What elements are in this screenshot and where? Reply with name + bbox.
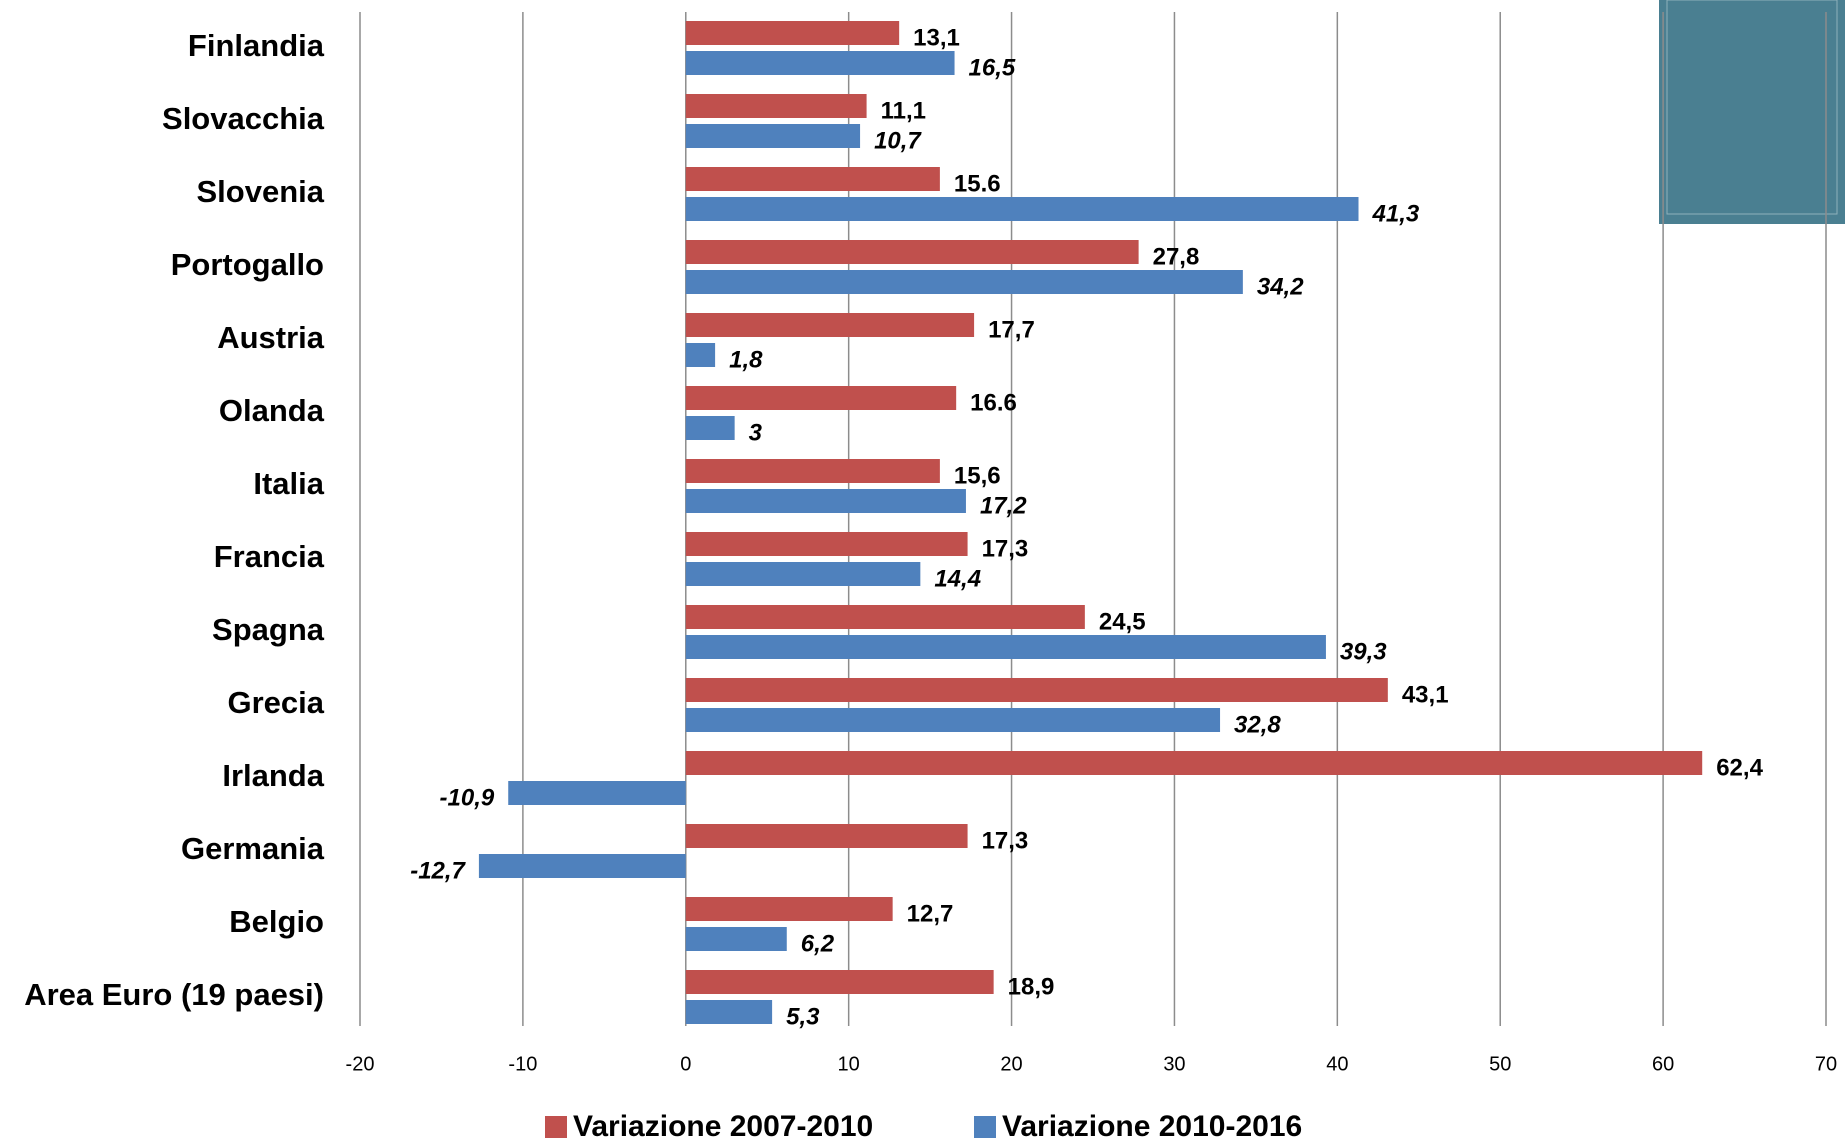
bar [685,313,975,337]
value-label: 41,3 [1372,200,1420,227]
value-label: 16,5 [969,54,1016,81]
bar [685,532,968,556]
x-tick-label: 0 [680,1053,691,1075]
book-cover-frame [1666,0,1838,215]
category-label: Austria [217,320,325,355]
category-label: Area Euro (19 paesi) [24,977,324,1012]
bar [685,708,1221,732]
value-label: 24,5 [1099,608,1146,635]
bar [685,167,940,191]
value-label: 6,2 [801,930,835,957]
value-label: 18,9 [1008,973,1055,1000]
value-label: 43,1 [1402,681,1449,708]
legend-swatch [545,1116,567,1138]
bar [685,970,994,994]
bar [685,1000,773,1024]
bar [685,897,893,921]
legend-label: Variazione 2007-2010 [573,1110,873,1143]
category-label: Finlandia [188,28,325,63]
x-tick-label: 40 [1326,1053,1348,1075]
x-tick-label: -10 [508,1053,537,1075]
legend-swatch [974,1116,996,1138]
value-label: 27,8 [1153,243,1200,270]
x-tick-label: -20 [346,1053,375,1075]
bar [685,678,1388,702]
value-label: 17,7 [988,316,1035,343]
legend-label: Variazione 2010-2016 [1002,1110,1302,1143]
value-label: 11,1 [881,97,926,124]
category-label: Portogallo [171,247,324,282]
category-label: Grecia [227,685,324,720]
value-label: 13,1 [913,24,960,51]
book-cover [1659,0,1845,224]
value-label: 15.6 [954,170,1001,197]
bar [685,240,1139,264]
bar [685,489,966,513]
value-label: 1,8 [729,346,763,373]
bar [685,751,1703,775]
value-label: 34,2 [1257,273,1304,300]
category-label: Slovenia [197,174,325,209]
bar [685,197,1359,221]
value-label: 17,3 [982,827,1029,854]
bar [685,635,1326,659]
category-label: Germania [181,831,325,866]
category-label: Olanda [219,393,325,428]
category-label: Italia [253,466,324,501]
x-tick-label: 10 [838,1053,860,1075]
bar [685,824,968,848]
bar [685,94,867,118]
category-label: Belgio [229,904,324,939]
value-label: 10,7 [874,127,922,154]
value-label: 39,3 [1340,638,1387,665]
value-label: 5,3 [786,1003,820,1030]
bar [508,781,686,805]
value-label: 32,8 [1234,711,1281,738]
bar [685,416,735,440]
x-tick-label: 20 [1000,1053,1022,1075]
category-label: Irlanda [222,758,324,793]
category-label: Spagna [212,612,325,647]
x-tick-label: 50 [1489,1053,1511,1075]
bar [685,21,900,45]
value-label: 3 [749,419,763,446]
value-label: 16.6 [970,389,1017,416]
category-label: Francia [214,539,325,574]
value-label: 12,7 [907,900,954,927]
value-label: 62,4 [1716,754,1763,781]
bar [685,459,940,483]
bar [685,51,955,75]
value-label: 17,2 [980,492,1027,519]
value-label: 14,4 [934,565,981,592]
bar [685,605,1085,629]
category-label: Slovacchia [162,101,325,136]
value-label: 17,3 [982,535,1029,562]
value-label: 15,6 [954,462,1001,489]
value-label: -12,7 [410,857,466,884]
bar [685,270,1243,294]
value-label: -10,9 [440,784,495,811]
bar [478,854,686,878]
x-tick-label: 60 [1652,1053,1674,1075]
bar [685,386,957,410]
bar [685,562,921,586]
bar [685,343,716,367]
bar [685,927,787,951]
x-tick-label: 30 [1163,1053,1185,1075]
x-tick-label: 70 [1815,1053,1837,1075]
bar [685,124,861,148]
